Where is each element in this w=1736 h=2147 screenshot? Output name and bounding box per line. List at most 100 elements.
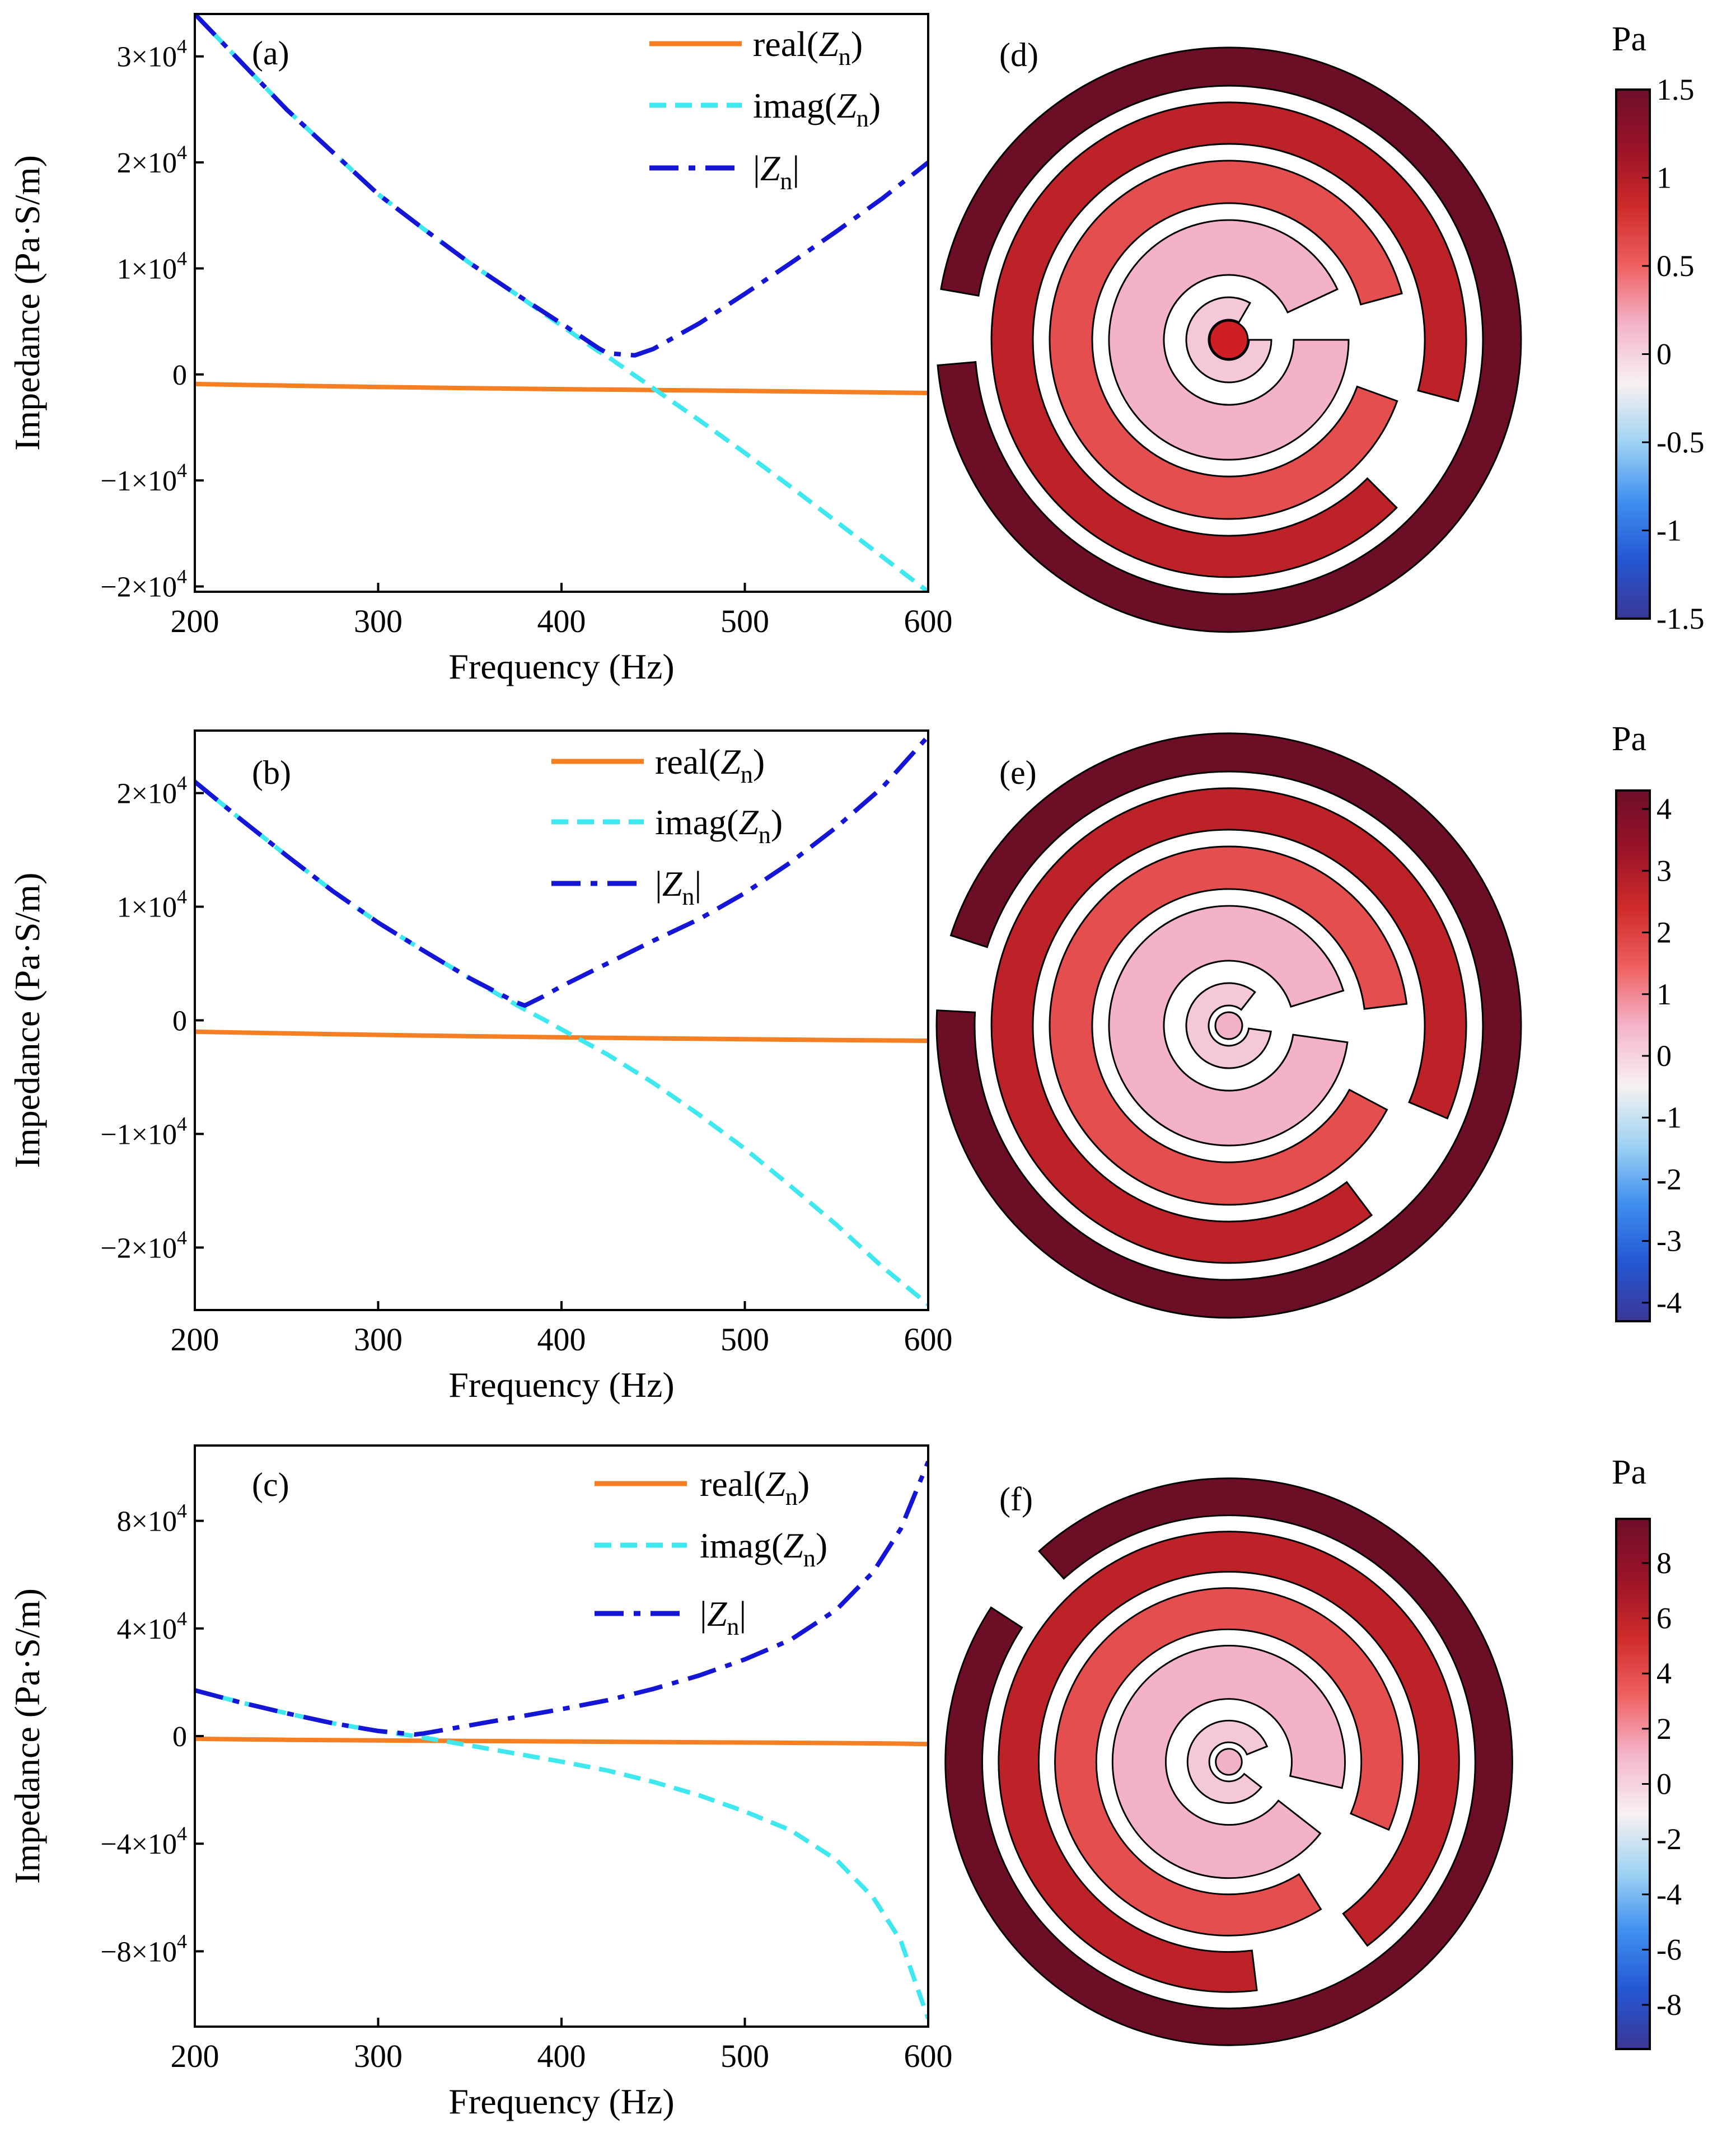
colorbar-tick-label: 0.5 <box>1657 249 1695 283</box>
series-line-real <box>195 381 928 395</box>
y-tick-label: 2×104 <box>117 141 187 179</box>
colorbar-tick-label: 2 <box>1657 916 1672 949</box>
legend-label-text: imag( <box>700 1526 783 1565</box>
y-tick-exponent: 4 <box>177 1500 187 1522</box>
colorbar-tick-label: -1 <box>1657 514 1682 548</box>
legend-label-var: Z <box>765 1464 786 1504</box>
y-tick-mantissa: −2×10 <box>100 572 177 604</box>
y-tick-mantissa: 1×10 <box>117 253 177 285</box>
y-tick-exponent: 4 <box>177 772 187 794</box>
panel-label: (d) <box>999 36 1038 73</box>
colorbar-tick-label: -4 <box>1657 1286 1682 1320</box>
x-tick-label: 400 <box>537 603 586 639</box>
colorbar-tick-label: 0 <box>1657 1039 1672 1073</box>
y-tick-label: −1×104 <box>100 459 187 497</box>
legend: real(Zn)imag(Zn)|Zn| <box>595 1464 827 1640</box>
y-tick-mantissa: 0 <box>172 1005 187 1037</box>
x-axis-label: Frequency (Hz) <box>448 647 674 686</box>
spiral-arm <box>990 787 1467 1264</box>
y-tick-label: −2×104 <box>100 565 187 604</box>
y-tick-mantissa: −1×10 <box>100 1119 177 1150</box>
y-tick-mantissa: 0 <box>172 359 187 391</box>
series-line-imag <box>195 1688 928 2019</box>
legend-label-text: | <box>655 864 662 904</box>
legend-label-var: Z <box>818 24 839 64</box>
legend-label-var: Z <box>836 86 857 125</box>
legend-label-end: | <box>739 1594 746 1634</box>
spiral-arm <box>1049 160 1403 520</box>
plot-area <box>195 735 928 1306</box>
chart-b: 200 300 400 500 600−2×104−1×10401×1042×104Fr… <box>7 729 953 1405</box>
colorbar-tick-label: 1 <box>1657 977 1672 1011</box>
legend-label-sub: n <box>857 105 869 132</box>
x-tick-label: 300 <box>354 603 403 639</box>
colorbar-tick-label: -1 <box>1657 1101 1682 1134</box>
series-line-abs <box>195 1461 928 1737</box>
field-panel-f: (f) Pa 8 6 4 2 0 -2 -4 -6 -8 <box>944 1453 1682 2050</box>
colorbar-tick-label: 8 <box>1657 1546 1672 1580</box>
y-tick-exponent: 4 <box>177 247 187 269</box>
legend-label-abs: |Zn| <box>700 1594 746 1640</box>
spiral-structure <box>937 46 1522 633</box>
y-tick-exponent: 4 <box>177 886 187 908</box>
center-core <box>1215 1748 1243 1776</box>
y-tick-mantissa: −8×10 <box>100 1936 177 1968</box>
x-tick-label: 500 <box>720 2038 769 2074</box>
legend-label-sub: n <box>682 883 694 910</box>
x-tick-label: 200 <box>171 603 219 639</box>
legend-label-end: ) <box>771 802 783 842</box>
series-line-real <box>195 1029 928 1043</box>
colorbar-tick-label: 3 <box>1657 854 1672 887</box>
legend: real(Zn)imag(Zn)|Zn| <box>551 742 783 910</box>
spiral-arm <box>935 732 1522 1319</box>
y-tick-exponent: 4 <box>177 459 187 481</box>
y-tick-label: 0 <box>172 359 187 391</box>
spiral-arm <box>1108 905 1349 1147</box>
spiral-arm <box>1054 1587 1403 1936</box>
colorbar-unit: Pa <box>1612 720 1646 758</box>
y-tick-exponent: 4 <box>177 35 187 58</box>
legend-label-var: Z <box>760 148 781 188</box>
spiral-arm <box>1185 296 1272 383</box>
x-axis-label: Frequency (Hz) <box>448 2081 674 2121</box>
legend-label-imag: imag(Zn) <box>655 802 783 849</box>
colorbar-tick-label: -6 <box>1657 1933 1682 1966</box>
panel-label: (c) <box>252 1466 289 1503</box>
colorbar-tick-label: 1.5 <box>1657 73 1695 106</box>
legend-label-real: real(Zn) <box>753 24 863 71</box>
legend-label-text: imag( <box>753 86 836 125</box>
y-axis-label: Impedance (Pa·S/m) <box>7 155 47 451</box>
spiral-arm <box>998 1531 1460 1993</box>
legend-label-end: ) <box>816 1526 827 1565</box>
x-tick-label: 400 <box>537 1321 586 1358</box>
legend-label-text: real( <box>655 742 720 782</box>
y-tick-exponent: 4 <box>177 1930 187 1952</box>
legend-label-sub: n <box>803 1545 816 1572</box>
colorbar-tick-label: -1.5 <box>1657 602 1704 635</box>
legend-label-text: | <box>700 1594 707 1634</box>
legend-label-text: imag( <box>655 802 738 842</box>
legend-label-real: real(Zn) <box>700 1464 809 1510</box>
legend-label-sub: n <box>741 761 753 788</box>
y-tick-label: 8×104 <box>117 1500 187 1538</box>
colorbar-tick-label: -0.5 <box>1657 425 1704 459</box>
colorbar-tick-label: 6 <box>1657 1602 1672 1635</box>
y-tick-mantissa: −2×10 <box>100 1232 177 1264</box>
legend-label-end: ) <box>869 86 881 125</box>
y-tick-label: 1×104 <box>117 886 187 924</box>
y-tick-label: −4×104 <box>100 1822 187 1860</box>
y-tick-mantissa: 1×10 <box>117 892 177 924</box>
y-tick-exponent: 4 <box>177 1112 187 1135</box>
y-tick-label: −8×104 <box>100 1930 187 1968</box>
legend-label-sub: n <box>780 167 792 195</box>
y-tick-exponent: 4 <box>177 1822 187 1845</box>
field-panel-d: (d) Pa 1.5 1 0.5 0 -0.5 -1 -1.5 <box>937 20 1704 635</box>
y-tick-mantissa: 2×10 <box>117 778 177 810</box>
legend-label-abs: |Zn| <box>655 864 701 910</box>
legend: real(Zn)imag(Zn)|Zn| <box>649 24 881 195</box>
colorbar-tick-label: 4 <box>1657 792 1672 826</box>
y-tick-exponent: 4 <box>177 565 187 588</box>
legend-label-var: Z <box>783 1526 804 1565</box>
